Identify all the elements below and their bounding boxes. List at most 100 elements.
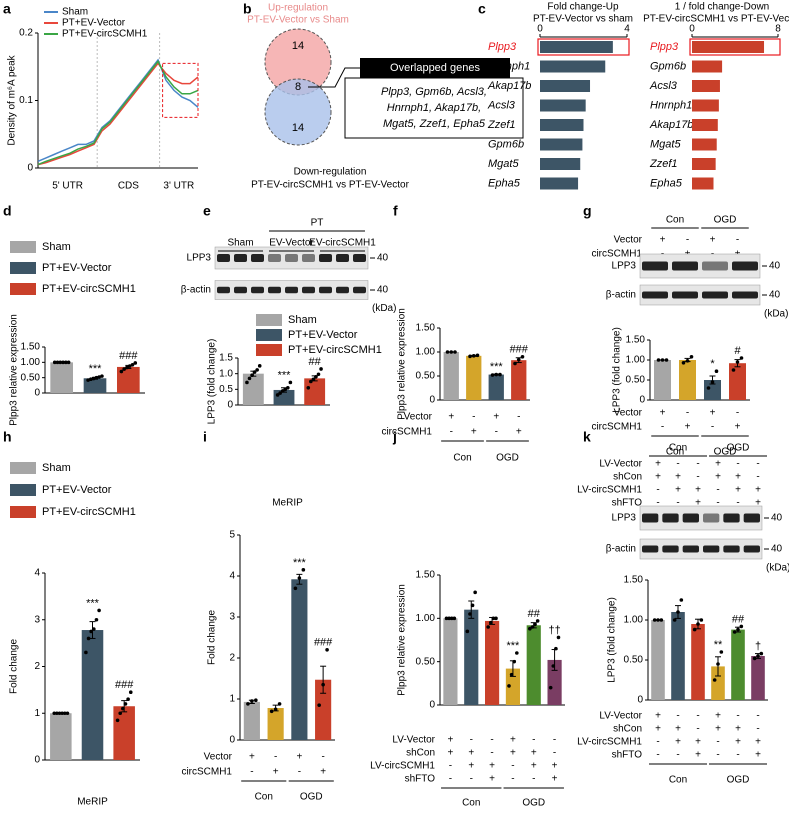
legend-label: PT+EV-Vector	[42, 484, 112, 496]
condition-label: circSCMH1	[591, 422, 642, 433]
condition-mark: -	[696, 724, 699, 735]
panel-label: c	[478, 1, 486, 17]
bar	[671, 612, 685, 700]
significance: #	[734, 345, 741, 357]
significance: ***	[293, 557, 307, 569]
condition-mark: -	[736, 408, 739, 419]
condition-mark: +	[695, 737, 701, 748]
category-label: Acsl3	[487, 99, 516, 111]
condition-mark: -	[676, 498, 679, 509]
condition-mark: +	[516, 427, 522, 438]
blot-band	[285, 286, 298, 294]
condition-mark: -	[450, 427, 453, 438]
blot-row-label: LPP3	[612, 513, 637, 524]
data-point	[127, 364, 132, 368]
blot-band	[702, 261, 728, 271]
blot-marker: 40	[769, 290, 781, 301]
panel-label: k	[583, 429, 591, 445]
blot-row-label: LPP3	[187, 253, 212, 264]
region-label: CDS	[118, 181, 139, 192]
data-point	[58, 360, 63, 365]
significance: ##	[732, 613, 745, 625]
data-point	[130, 362, 135, 367]
data-point	[685, 359, 690, 363]
blot-band	[642, 545, 659, 553]
data-point	[692, 627, 697, 632]
data-point	[84, 650, 88, 655]
gene-line: Plpp3, Gpm6b, Acsl3,	[381, 86, 487, 98]
condition-label: shFTO	[405, 774, 436, 785]
significance: ***	[86, 597, 100, 609]
condition-label: LV-Vector	[599, 459, 642, 470]
condition-label: LV-circSCMH1	[370, 761, 435, 772]
chart-title: Fold change-Up	[547, 2, 619, 13]
condition-mark: +	[755, 750, 761, 761]
blot-band	[642, 291, 668, 299]
condition-mark: -	[716, 485, 719, 496]
y-tick-label: 0	[227, 400, 233, 411]
data-point	[252, 370, 257, 374]
condition-mark: +	[510, 735, 516, 746]
data-point	[736, 627, 740, 632]
data-point	[89, 629, 93, 634]
condition-mark: +	[715, 459, 721, 470]
x-tick-label: 4	[624, 24, 630, 35]
data-point	[273, 707, 278, 712]
condition-mark: -	[686, 408, 689, 419]
data-point	[739, 356, 744, 360]
venn-count: 14	[292, 122, 304, 134]
bar	[679, 360, 696, 400]
data-point	[133, 361, 138, 365]
data-point	[250, 373, 254, 378]
group-label: OGD	[300, 792, 323, 803]
connector	[308, 67, 360, 88]
y-tick-label: 1.50	[21, 342, 41, 353]
data-point	[125, 365, 129, 370]
y-axis-label: Plpp3 relative expression	[397, 308, 408, 420]
significance: *	[710, 358, 715, 370]
panel-label: f	[393, 203, 398, 219]
blot-row-label: β-actin	[606, 290, 636, 301]
data-point	[297, 576, 302, 580]
condition-mark: -	[517, 412, 520, 423]
blot-band	[234, 286, 247, 294]
category-label: Plpp3	[650, 41, 679, 53]
condition-mark: -	[676, 459, 679, 470]
blot-band	[702, 291, 728, 299]
condition-mark: -	[736, 498, 739, 509]
bar	[692, 41, 765, 53]
legend-swatch	[10, 262, 36, 274]
significance: ***	[278, 369, 292, 381]
condition-mark: -	[449, 761, 452, 772]
group-label: OGD	[496, 453, 519, 464]
significance: †	[755, 641, 761, 653]
condition-mark: +	[655, 472, 661, 483]
box-title: Overlapped genes	[390, 62, 480, 74]
data-point	[676, 610, 680, 614]
data-point	[556, 635, 561, 640]
y-tick-label: 0.1	[19, 95, 33, 106]
blot-band	[662, 545, 679, 553]
data-point	[128, 690, 133, 695]
data-point	[490, 373, 495, 377]
blot-band	[743, 545, 760, 553]
bar	[485, 620, 500, 705]
group-label: Con	[666, 215, 684, 226]
data-point	[126, 697, 130, 702]
error-bar	[715, 656, 721, 677]
data-point	[65, 711, 70, 716]
condition-mark: +	[675, 485, 681, 496]
significance: ***	[490, 361, 504, 373]
y-tick-label: 1.00	[21, 357, 41, 368]
data-point	[533, 622, 537, 627]
bar	[540, 138, 583, 151]
bar	[692, 80, 720, 92]
category-label: Zzef1	[487, 119, 516, 131]
data-point	[509, 672, 514, 677]
bar	[291, 579, 308, 740]
category-label: Plpp3	[488, 41, 517, 53]
legend-label: PT+EV-Vector	[42, 262, 112, 274]
bar	[466, 355, 482, 400]
condition-mark: +	[448, 412, 454, 423]
bar	[526, 625, 541, 705]
